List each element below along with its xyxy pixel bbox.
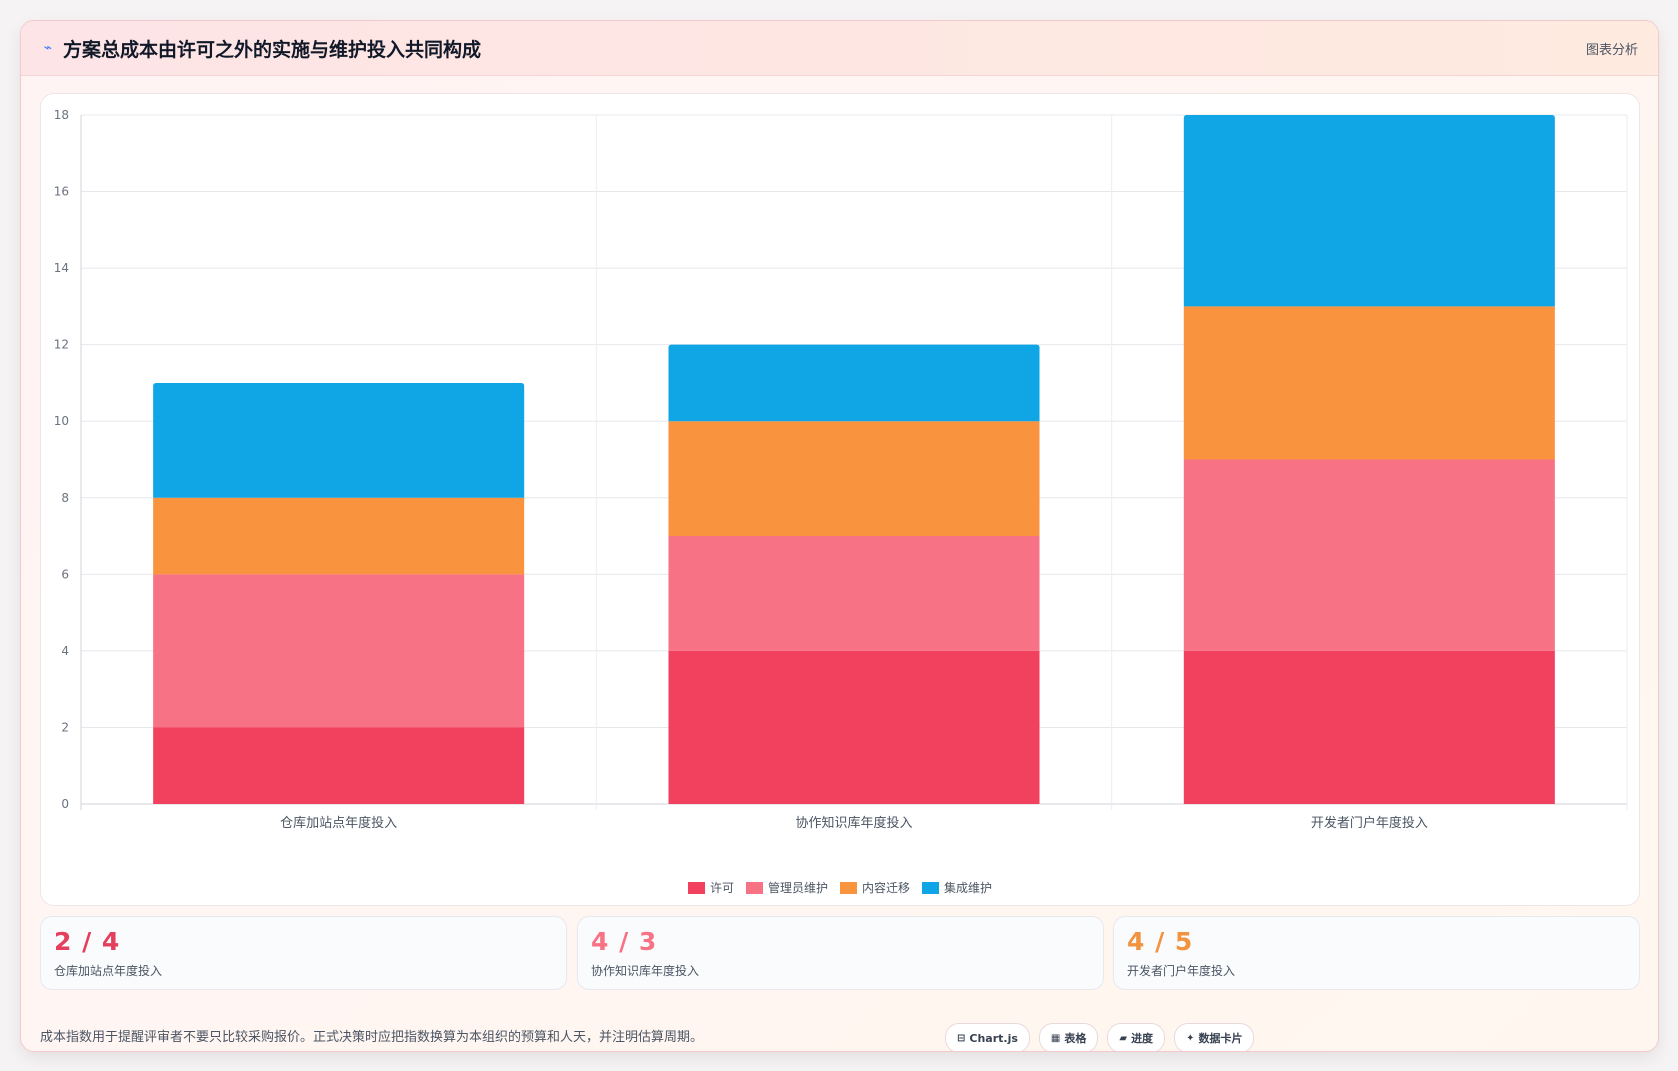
card-value: 4 / 5 xyxy=(1127,927,1194,956)
bar-segment xyxy=(668,536,1040,651)
bar-segment xyxy=(668,650,1040,804)
pill-label: 表格 xyxy=(1064,1032,1087,1045)
legend-item[interactable]: 许可 xyxy=(687,879,734,896)
title-group: ⌁ 方案总成本由许可之外的实施与维护投入共同构成 xyxy=(41,35,481,62)
legend-label: 集成维护 xyxy=(944,881,993,895)
pill-progress[interactable]: ▰ 进度 xyxy=(1107,1023,1166,1051)
page-title: 方案总成本由许可之外的实施与维护投入共同构成 xyxy=(63,38,482,61)
legend-item[interactable]: 集成维护 xyxy=(922,879,992,896)
bar-segment xyxy=(153,574,525,728)
card-label: 协作知识库年度投入 xyxy=(591,964,700,978)
pill-label: Chart.js xyxy=(969,1031,1018,1045)
x-category-label: 协作知识库年度投入 xyxy=(795,815,912,831)
bar-segment xyxy=(1183,306,1555,460)
bar-segment xyxy=(1183,115,1555,307)
y-tick-label: 12 xyxy=(54,338,69,352)
bar-segment xyxy=(1183,650,1555,804)
pill-label: 数据卡片 xyxy=(1198,1032,1243,1045)
x-category-label: 开发者门户年度投入 xyxy=(1311,815,1428,831)
y-tick-label: 14 xyxy=(54,261,69,275)
data-card: 4 / 3 协作知识库年度投入 xyxy=(577,916,1104,990)
legend-item[interactable]: 管理员维护 xyxy=(745,879,828,896)
bar-segment xyxy=(153,497,525,575)
bar-segment xyxy=(153,727,525,804)
pill-chartjs[interactable]: ⊟ Chart.js xyxy=(945,1023,1030,1051)
legend-swatch xyxy=(840,881,857,894)
y-tick-label: 0 xyxy=(61,797,69,811)
legend-label: 管理员维护 xyxy=(767,881,828,895)
progress-icon: ▰ xyxy=(1119,1032,1128,1044)
chart-icon: ⊟ xyxy=(957,1032,966,1044)
y-tick-label: 4 xyxy=(61,644,69,658)
y-tick-label: 6 xyxy=(61,567,69,581)
data-cards: 2 / 4 仓库加站点年度投入 4 / 3 协作知识库年度投入 4 / 5 开发… xyxy=(40,916,1640,990)
card-value: 4 / 3 xyxy=(591,927,658,956)
header-bar: ⌁ 方案总成本由许可之外的实施与维护投入共同构成 图表分析 xyxy=(21,21,1658,76)
table-icon: ▦ xyxy=(1050,1032,1061,1044)
y-tick-label: 2 xyxy=(61,720,69,734)
pill-table[interactable]: ▦ 表格 xyxy=(1038,1023,1099,1051)
legend-label: 许可 xyxy=(709,881,734,895)
footer-note: 成本指数用于提醒评审者不要只比较采购报价。正式决策时应把指数换算为本组织的预算和… xyxy=(40,1030,704,1045)
pill-data-cards[interactable]: ✦ 数据卡片 xyxy=(1174,1023,1255,1051)
card-label: 仓库加站点年度投入 xyxy=(54,964,163,978)
chart-legend: 许可 管理员维护 内容迁移 集成维护 xyxy=(41,879,1639,896)
bar-segment xyxy=(668,344,1040,422)
y-tick-label: 16 xyxy=(54,185,69,199)
legend-swatch xyxy=(687,881,705,894)
legend-swatch xyxy=(745,881,763,894)
feature-pills: ⊟ Chart.js ▦ 表格 ▰ 进度 ✦ 数据卡片 xyxy=(945,1023,1255,1051)
card-label: 开发者门户年度投入 xyxy=(1127,964,1236,978)
chart-analysis-tag: 图表分析 xyxy=(1585,42,1638,58)
bar-segment xyxy=(153,382,525,498)
report-window: ⌁ 方案总成本由许可之外的实施与维护投入共同构成 图表分析 0 2 4 6 8 10 12 1… xyxy=(20,20,1659,1052)
legend-item[interactable]: 内容迁移 xyxy=(840,879,910,896)
y-tick-label: 18 xyxy=(54,108,69,122)
bar-segment xyxy=(1183,459,1555,651)
pill-label: 进度 xyxy=(1131,1032,1154,1045)
y-tick-label: 8 xyxy=(61,491,69,505)
x-category-label: 仓库加站点年度投入 xyxy=(280,815,397,831)
y-tick-label: 10 xyxy=(54,414,69,428)
chart-card: 0 2 4 6 8 10 12 14 16 18 仓库加站点年度投入 协作知识库年度投入 开发者门户年度… xyxy=(40,93,1640,906)
stacked-bar-chart: 0 2 4 6 8 10 12 14 16 18 仓库加站点年度投入 协作知识库年度投入 开发者门户年度… xyxy=(54,108,1628,831)
legend-swatch xyxy=(922,881,940,894)
data-card: 2 / 4 仓库加站点年度投入 xyxy=(40,916,567,990)
line-chart-icon: ⌁ xyxy=(43,40,53,56)
legend-label: 内容迁移 xyxy=(862,881,911,895)
sparkle-icon: ✦ xyxy=(1186,1032,1195,1044)
data-card: 4 / 5 开发者门户年度投入 xyxy=(1113,916,1640,990)
bar-segment xyxy=(668,421,1040,537)
card-value: 2 / 4 xyxy=(54,927,121,956)
